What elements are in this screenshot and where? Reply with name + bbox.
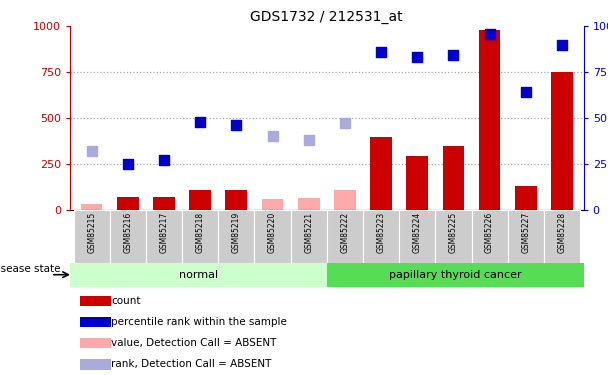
Point [159,158,169,164]
Text: GSM85219: GSM85219 [232,211,241,253]
Text: GSM85228: GSM85228 [558,211,567,253]
Text: percentile rank within the sample: percentile rank within the sample [111,317,287,327]
Point [268,133,277,139]
Bar [70,262,327,287]
Bar [182,210,218,262]
Bar [291,210,326,262]
Bar [327,262,584,287]
Bar [399,210,435,262]
Bar [117,197,139,210]
Bar [80,338,111,348]
Point [521,89,531,95]
Text: GSM85218: GSM85218 [196,211,205,253]
Bar [74,210,109,262]
Bar [508,210,544,262]
Bar [226,190,247,210]
Bar [406,156,428,210]
Bar [443,146,465,210]
Title: GDS1732 / 212531_at: GDS1732 / 212531_at [250,10,403,24]
Bar [478,30,500,210]
Bar [298,198,320,210]
Bar [109,210,146,262]
Point [412,54,422,60]
Bar [551,72,573,210]
Bar [515,186,537,210]
Text: GSM85227: GSM85227 [521,211,530,253]
Text: GSM85217: GSM85217 [159,211,168,253]
Bar [146,210,182,262]
Bar [472,210,508,262]
Point [195,119,205,125]
Bar [81,204,103,210]
Text: GSM85220: GSM85220 [268,211,277,253]
Text: GSM85222: GSM85222 [340,211,350,253]
Bar [435,210,472,262]
Bar [80,317,111,327]
Bar [334,190,356,210]
Point [376,49,386,55]
Text: GSM85221: GSM85221 [304,211,313,253]
Point [304,137,314,143]
Text: GSM85224: GSM85224 [413,211,422,253]
Point [449,52,458,58]
Text: disease state: disease state [0,264,61,274]
Point [123,161,133,167]
Text: GSM85215: GSM85215 [87,211,96,253]
Bar [370,136,392,210]
Point [557,42,567,48]
Bar [80,296,111,306]
Bar [189,190,211,210]
Bar [218,210,254,262]
Bar [261,199,283,210]
Point [87,148,97,154]
Text: GSM85225: GSM85225 [449,211,458,253]
Text: value, Detection Call = ABSENT: value, Detection Call = ABSENT [111,338,277,348]
Bar [153,197,175,210]
Text: rank, Detection Call = ABSENT: rank, Detection Call = ABSENT [111,360,271,369]
Bar [363,210,399,262]
Point [232,122,241,128]
Bar [254,210,291,262]
Text: GSM85216: GSM85216 [123,211,133,253]
Text: normal: normal [179,270,218,280]
Bar [80,359,111,369]
Bar [544,210,580,262]
Text: GSM85226: GSM85226 [485,211,494,253]
Point [485,31,494,37]
Point [340,120,350,126]
Bar [327,210,363,262]
Text: GSM85223: GSM85223 [376,211,385,253]
Text: count: count [111,296,140,306]
Text: papillary thyroid cancer: papillary thyroid cancer [389,270,522,280]
